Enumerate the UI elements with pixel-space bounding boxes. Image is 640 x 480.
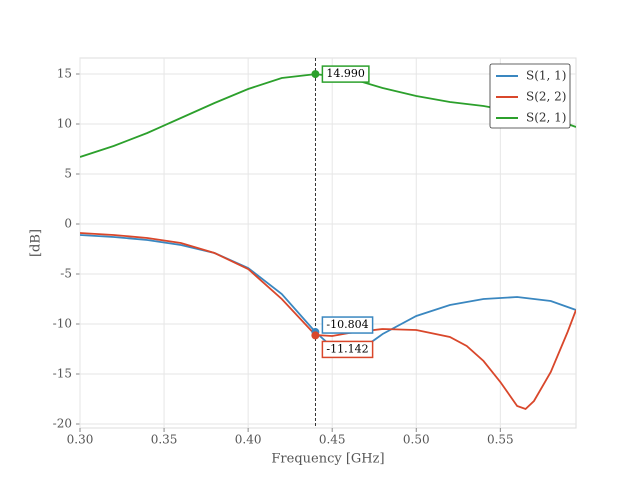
annotation-box [321,65,370,83]
y-tick-label: -10 [53,317,72,331]
legend-box [489,63,571,129]
line [80,232,576,411]
y-tick-label: -15 [53,367,72,381]
legend-label: S(2, 2) [526,90,566,104]
y-tick-label: 10 [57,117,72,131]
annotation-label: 14.990 [326,67,365,80]
y-tick-label: -5 [60,267,72,281]
marker [311,331,320,340]
x-axis-label: Frequency [GHz] [271,452,384,467]
y-tick-label: -20 [53,417,72,431]
x-tick-label: 0.45 [319,433,346,447]
annotation-label: -11.142 [326,342,368,355]
marker [311,70,320,79]
y-tick-label: 0 [64,217,72,231]
x-tick-label: 0.55 [487,433,514,447]
x-tick-label: 0.40 [235,433,262,447]
x-tick-label: 0.35 [151,433,178,447]
legend-label: S(2, 1) [526,111,566,125]
y-axis-label: [dB] [29,229,44,257]
x-tick-label: 0.30 [67,433,94,447]
y-tick-label: 5 [64,167,72,181]
y-tick-label: 15 [57,67,72,81]
annotation-box [321,316,374,334]
annotation-label: -10.804 [326,318,368,331]
annotation-box [321,340,374,359]
x-tick-label: 0.50 [403,433,430,447]
legend-label: S(1, 1) [526,69,566,83]
